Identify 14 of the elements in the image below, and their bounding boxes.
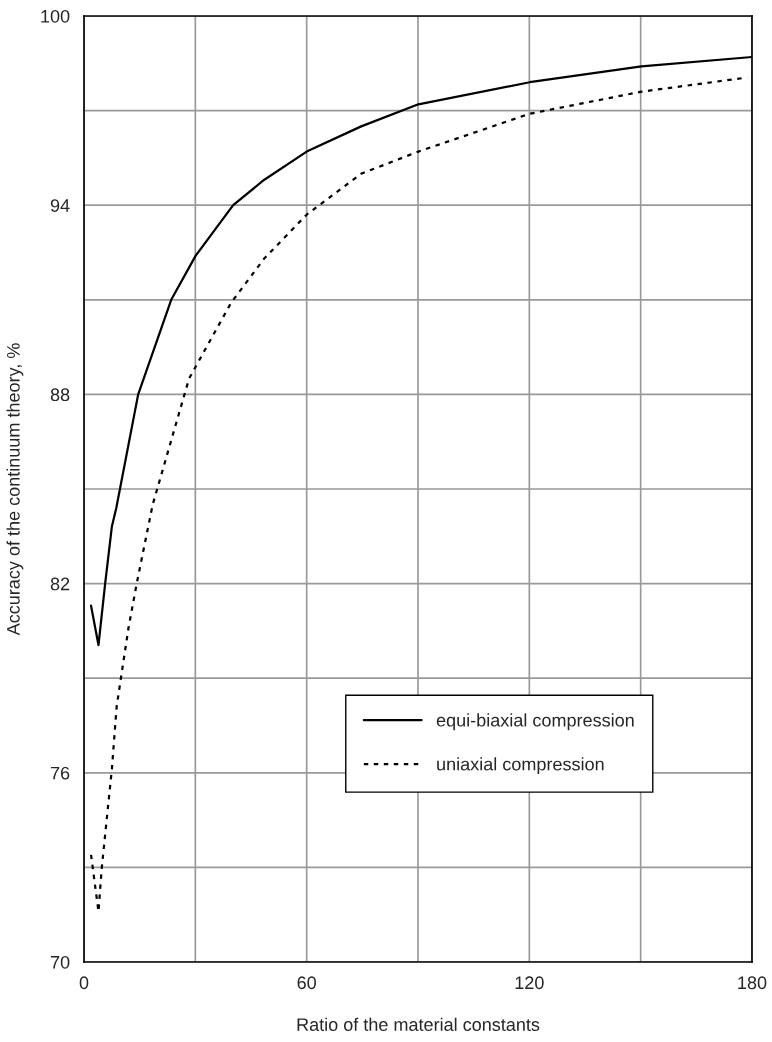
y-axis-title: Accuracy of the continuum theory, % <box>6 343 24 636</box>
y-tick-label: 94 <box>50 199 70 212</box>
x-tick-label: 180 <box>738 976 767 990</box>
x-axis-title: Ratio of the material constants <box>297 1017 540 1031</box>
x-tick-label: 0 <box>79 976 89 990</box>
y-tick-label: 100 <box>41 9 70 23</box>
y-tick-label: 88 <box>50 388 70 402</box>
y-tick-label: 76 <box>50 766 70 780</box>
y-tick-label: 82 <box>50 577 70 591</box>
y-tick-label: 70 <box>50 955 70 969</box>
legend-label: uniaxial compression <box>437 757 604 775</box>
legend-label: equi-biaxial compression <box>436 713 634 731</box>
x-tick-label: 120 <box>515 976 544 990</box>
x-tick-label: 60 <box>297 976 316 990</box>
